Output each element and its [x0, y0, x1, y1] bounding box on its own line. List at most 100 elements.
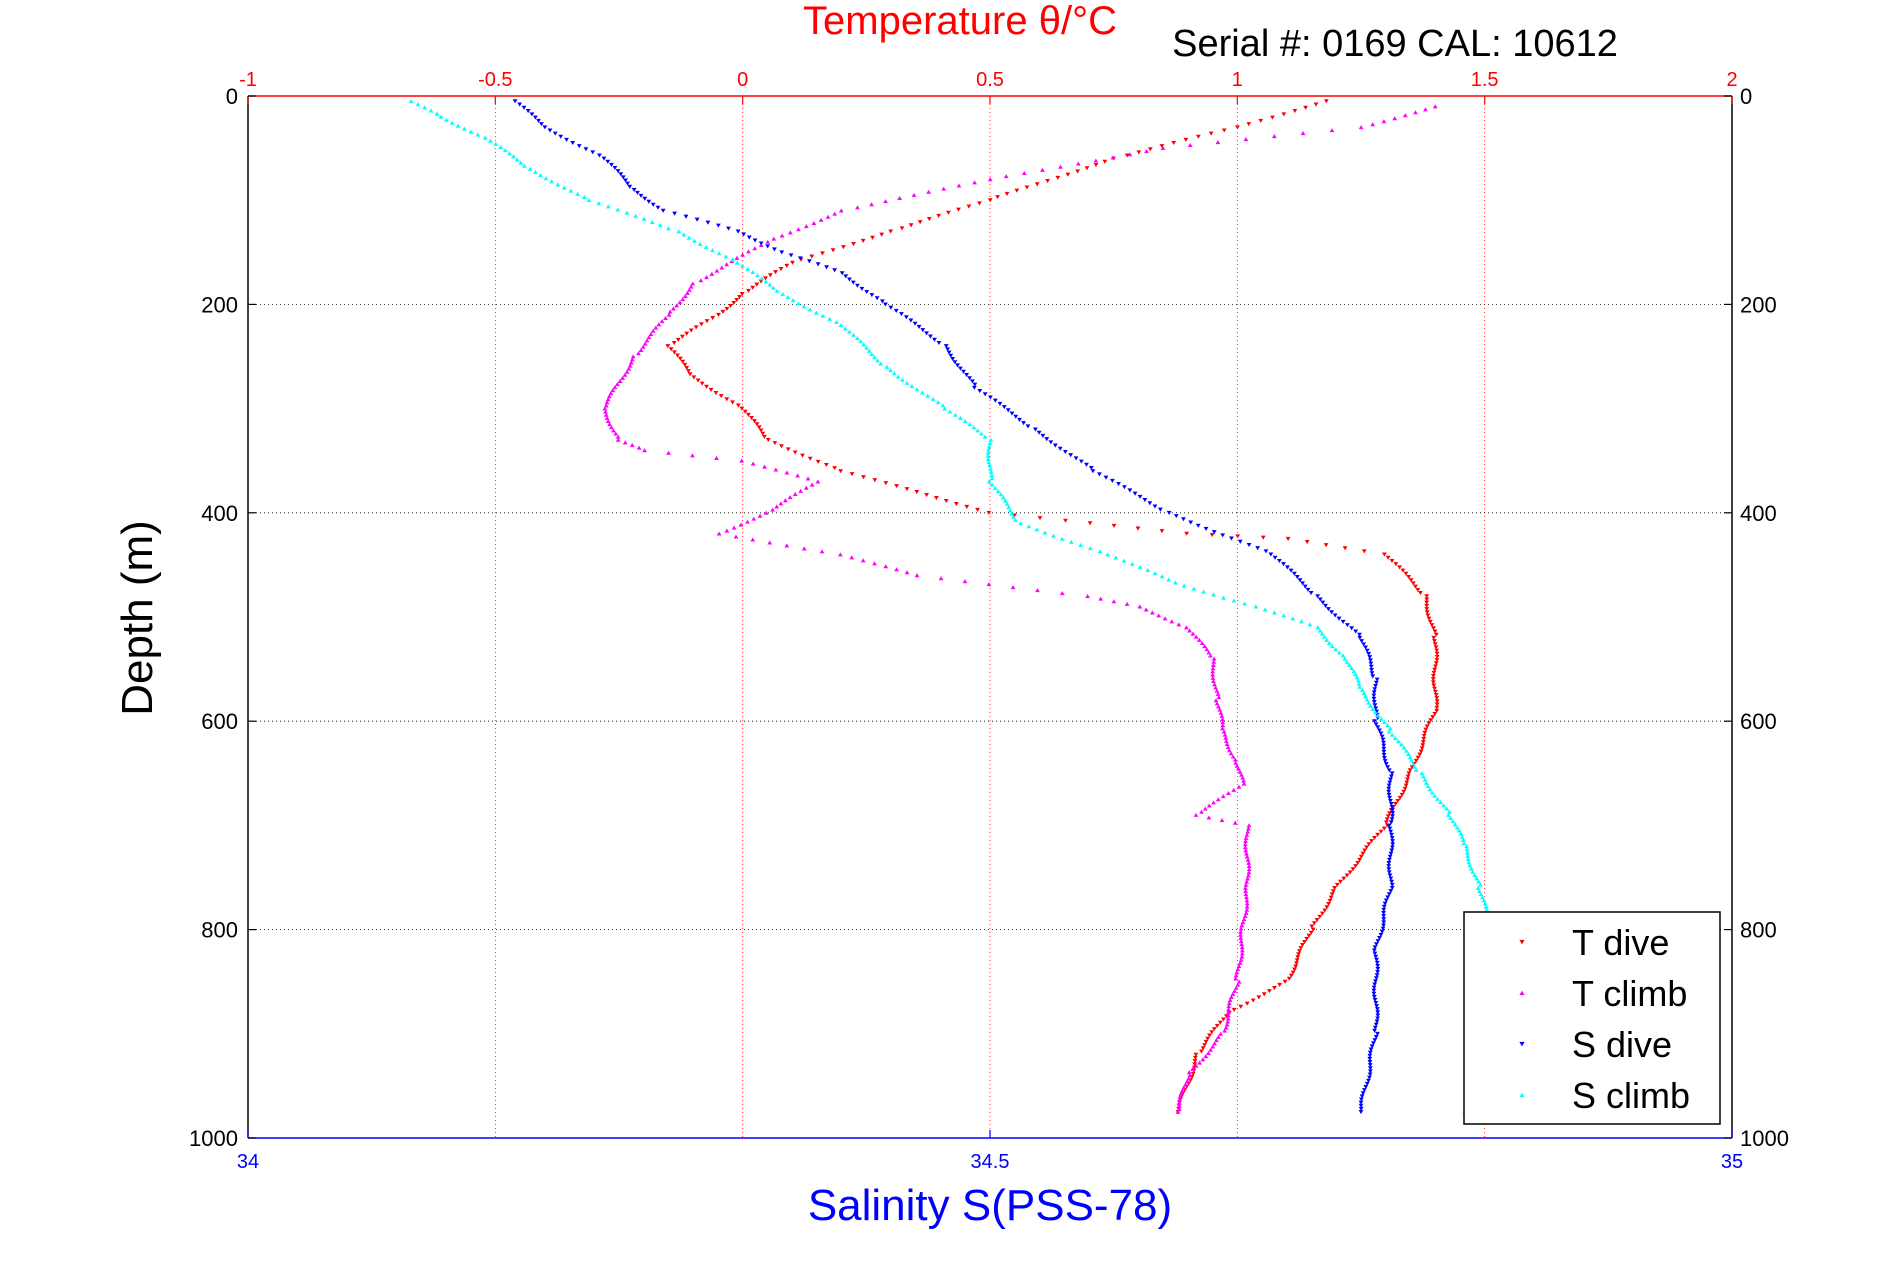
data-point — [1244, 879, 1250, 884]
data-point — [888, 367, 893, 373]
data-point — [1181, 517, 1186, 522]
data-point — [756, 425, 762, 430]
data-point — [1358, 1106, 1364, 1111]
data-point — [1386, 892, 1392, 897]
data-point — [820, 251, 825, 256]
data-point — [851, 242, 856, 247]
data-point — [493, 141, 499, 146]
data-point — [1372, 835, 1377, 841]
data-point — [1232, 757, 1238, 762]
data-point — [1230, 754, 1236, 759]
data-point — [1181, 583, 1187, 588]
data-point — [1385, 814, 1391, 819]
data-point — [1363, 694, 1368, 699]
data-point — [1410, 581, 1416, 586]
legend-marker — [1519, 939, 1525, 945]
top-tick-label: 0 — [737, 69, 748, 91]
data-point — [787, 495, 793, 500]
data-point — [1432, 639, 1437, 644]
data-point — [1373, 680, 1379, 685]
data-point — [986, 460, 992, 465]
data-point — [1193, 1063, 1199, 1068]
data-point — [1210, 662, 1216, 668]
data-point — [1040, 167, 1045, 172]
data-point — [1476, 879, 1481, 884]
data-point — [1013, 414, 1019, 419]
data-point — [716, 251, 722, 256]
data-point — [1382, 756, 1387, 761]
data-point — [1381, 907, 1387, 912]
data-point — [1179, 1088, 1185, 1093]
data-point — [1147, 147, 1153, 152]
data-point — [532, 115, 538, 120]
data-point — [1386, 789, 1392, 794]
data-point — [1430, 715, 1436, 720]
data-point — [1204, 647, 1210, 652]
data-point — [1381, 749, 1387, 755]
data-point — [620, 375, 625, 380]
data-point — [605, 159, 611, 164]
data-point — [1328, 895, 1334, 900]
data-point — [1213, 698, 1219, 703]
data-point — [1187, 1073, 1193, 1078]
data-point — [521, 105, 527, 110]
data-point — [1406, 575, 1412, 580]
top-axis-title: Temperature θ/°C — [803, 0, 1117, 43]
data-point — [1078, 542, 1084, 548]
data-point — [1315, 625, 1321, 630]
data-point — [1319, 911, 1325, 916]
data-point — [1369, 1044, 1375, 1049]
data-point — [1051, 533, 1056, 538]
data-point — [1468, 866, 1474, 871]
data-point — [1220, 716, 1225, 722]
data-point — [1195, 134, 1201, 139]
data-point — [1217, 1020, 1223, 1025]
data-point — [633, 213, 639, 218]
data-point — [1162, 616, 1168, 621]
data-point — [693, 325, 699, 330]
data-point — [1373, 722, 1379, 727]
data-point — [1389, 886, 1395, 891]
legend-marker — [1519, 990, 1525, 996]
data-point — [1073, 456, 1079, 461]
data-point — [1375, 963, 1381, 969]
data-point — [1349, 626, 1355, 631]
data-point — [1410, 761, 1416, 766]
data-point — [1446, 812, 1451, 817]
data-point — [734, 260, 740, 265]
data-point — [926, 217, 932, 222]
data-point — [1430, 680, 1436, 685]
top-tick-label: -0.5 — [478, 69, 512, 91]
data-point — [770, 507, 776, 512]
data-point — [1221, 729, 1227, 734]
data-point — [1399, 792, 1405, 797]
data-point — [1470, 869, 1476, 874]
data-point — [1239, 951, 1245, 956]
data-point — [945, 347, 951, 352]
data-point — [1432, 104, 1438, 109]
data-point — [1364, 697, 1370, 702]
data-point — [1246, 867, 1252, 872]
data-point — [723, 254, 729, 259]
data-point — [998, 492, 1004, 497]
data-point — [1386, 768, 1392, 773]
data-point — [1225, 745, 1231, 750]
data-point — [675, 353, 680, 358]
data-point — [987, 440, 993, 445]
data-point — [1378, 731, 1384, 736]
data-point — [704, 274, 709, 280]
data-point — [1192, 1062, 1198, 1067]
data-point — [618, 172, 624, 177]
data-point — [932, 337, 937, 342]
data-point — [1358, 1097, 1364, 1102]
data-point — [1405, 751, 1411, 756]
data-point — [1110, 478, 1115, 483]
data-point — [1300, 581, 1305, 586]
data-point — [1137, 494, 1143, 499]
data-point — [1403, 783, 1409, 788]
data-point — [620, 175, 626, 180]
data-point — [1272, 986, 1277, 991]
data-point — [1294, 961, 1299, 966]
data-point — [1244, 904, 1250, 909]
